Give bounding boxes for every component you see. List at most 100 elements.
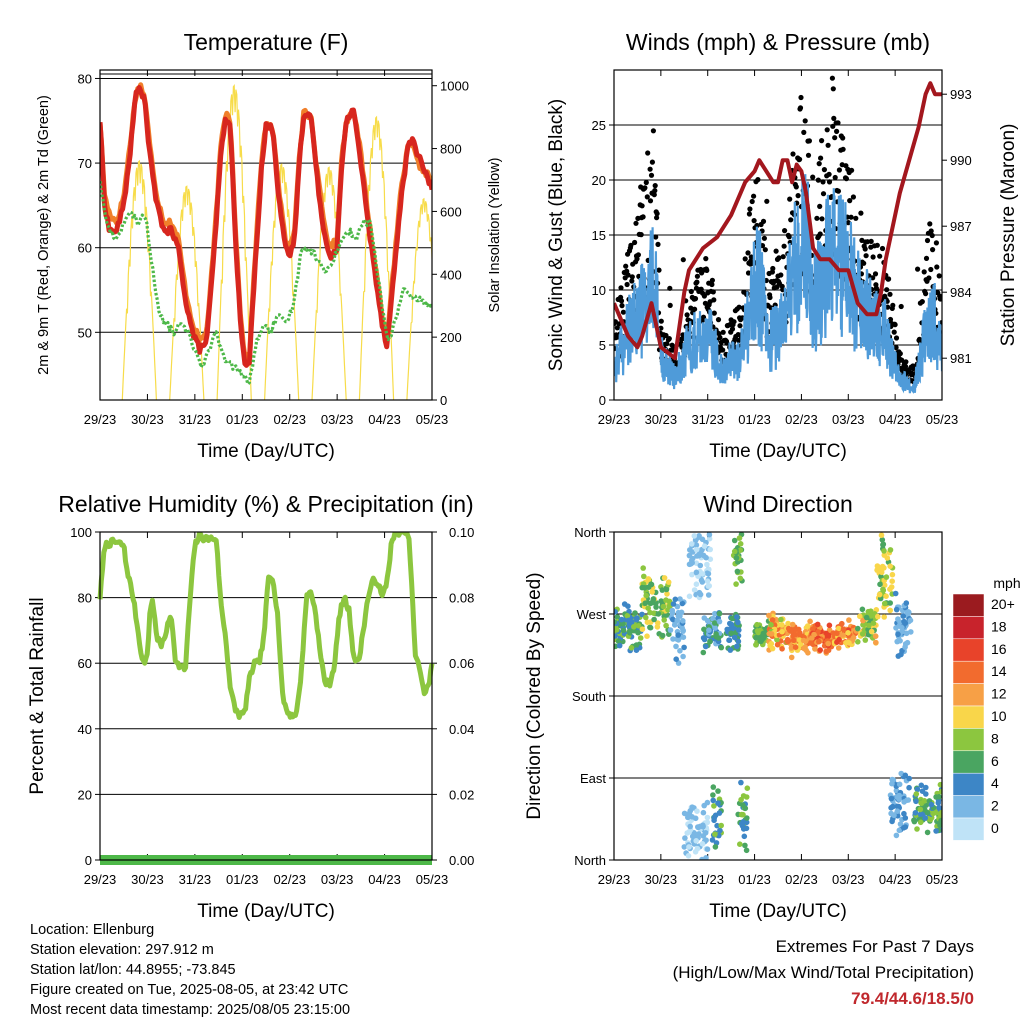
direction-xtick-label: 02/23 (785, 872, 818, 887)
direction-point (914, 786, 921, 793)
gust-point (737, 323, 743, 329)
gust-point (633, 220, 639, 226)
gust-point (638, 232, 644, 238)
direction-point (936, 804, 942, 811)
direction-point (891, 812, 897, 819)
direction-point (663, 597, 669, 603)
direction-point (816, 638, 822, 645)
direction-point (902, 824, 909, 830)
direction-point (645, 605, 651, 611)
direction-point (879, 537, 886, 543)
direction-point (788, 645, 795, 651)
direction-panel: Wind Direction Time (Day/UTC) 29/23 30/23 31… (524, 491, 1021, 922)
direction-point (738, 821, 745, 827)
direction-point (672, 596, 679, 603)
direction-point (704, 578, 711, 584)
temperature-frame (99, 69, 433, 401)
humidity-ytick-label: 20 (78, 787, 92, 802)
gust-point (663, 332, 669, 339)
direction-point (700, 649, 707, 656)
gust-point (778, 272, 784, 278)
gust-point (840, 135, 846, 141)
gust-point (787, 196, 793, 202)
direction-point (680, 653, 686, 660)
direction-point (677, 648, 683, 654)
direction-point (907, 617, 914, 624)
temperature-xtick-label: 04/23 (368, 412, 401, 427)
speed-legend-label: 8 (991, 730, 999, 746)
direction-point (673, 656, 679, 662)
direction-point (906, 784, 912, 791)
direction-point (737, 547, 744, 553)
direction-point (857, 613, 863, 620)
humidity-xtick-label: 04/23 (368, 872, 401, 887)
speed-legend-swatch (952, 616, 985, 640)
direction-point (664, 591, 670, 597)
direction-point (712, 844, 719, 850)
speed-legend-label: 6 (991, 753, 999, 769)
direction-point (628, 645, 635, 651)
direction-point (825, 633, 832, 639)
humidity-y2tick-label: 0.10 (449, 525, 474, 540)
gust-point (667, 285, 673, 291)
gust-point (666, 336, 672, 342)
gust-point (915, 266, 921, 272)
figure-created: Figure created on Tue, 2025-08-05, at 23… (30, 982, 349, 998)
direction-point (887, 547, 894, 553)
direction-point (632, 610, 638, 616)
gust-point (930, 247, 936, 253)
speed-legend-swatch (952, 817, 985, 841)
direction-point (696, 526, 702, 532)
direction-point (644, 633, 650, 639)
direction-xtick-label: 01/23 (738, 872, 771, 887)
gust-point (810, 174, 816, 180)
direction-point (840, 632, 846, 638)
direction-point (789, 621, 796, 628)
gust-point (628, 242, 634, 248)
humidity-xtick-label: 03/23 (321, 872, 354, 887)
direction-cluster (639, 565, 673, 640)
direction-point (726, 637, 732, 643)
gust-point (618, 285, 624, 291)
direction-point (651, 610, 657, 616)
gust-point (701, 293, 708, 299)
speed-legend-label: 4 (991, 775, 999, 791)
gust-point (711, 297, 717, 303)
direction-point (887, 563, 893, 569)
gust-point (825, 142, 831, 148)
direction-point (834, 630, 840, 637)
gust-point (840, 146, 846, 152)
direction-point (741, 833, 748, 840)
temperature-y2tick-label: 800 (440, 142, 462, 157)
direction-point (706, 535, 713, 542)
gust-point (786, 234, 792, 240)
winds-y2tick-label: 987 (950, 219, 972, 234)
direction-cluster (887, 770, 912, 839)
gust-point (924, 237, 931, 244)
gust-point (625, 272, 631, 278)
direction-point (903, 600, 910, 606)
gust-point (826, 179, 833, 185)
extremes-title: Extremes For Past 7 Days (775, 937, 974, 956)
direction-point (744, 785, 751, 791)
gust-point (892, 322, 898, 328)
direction-point (897, 821, 904, 827)
direction-point (624, 613, 631, 619)
gust-point (832, 135, 838, 141)
gust-point (829, 75, 836, 81)
direction-point (687, 823, 693, 830)
temperature-xtick-label: 29/23 (84, 412, 117, 427)
direction-point (759, 636, 765, 643)
direction-point (717, 827, 723, 834)
direction-cluster (681, 799, 711, 860)
direction-point (918, 800, 924, 806)
direction-cluster (855, 606, 880, 646)
direction-point (779, 646, 785, 652)
direction-point (697, 591, 704, 598)
gust-point (797, 105, 804, 111)
gust-point (847, 198, 853, 204)
humidity-panel: Relative Humidity (%) & Precipitation (i… (27, 491, 474, 922)
solar-curve-day-3 (216, 84, 252, 400)
direction-point (635, 629, 641, 636)
direction-xtick-label: 05/23 (926, 872, 959, 887)
